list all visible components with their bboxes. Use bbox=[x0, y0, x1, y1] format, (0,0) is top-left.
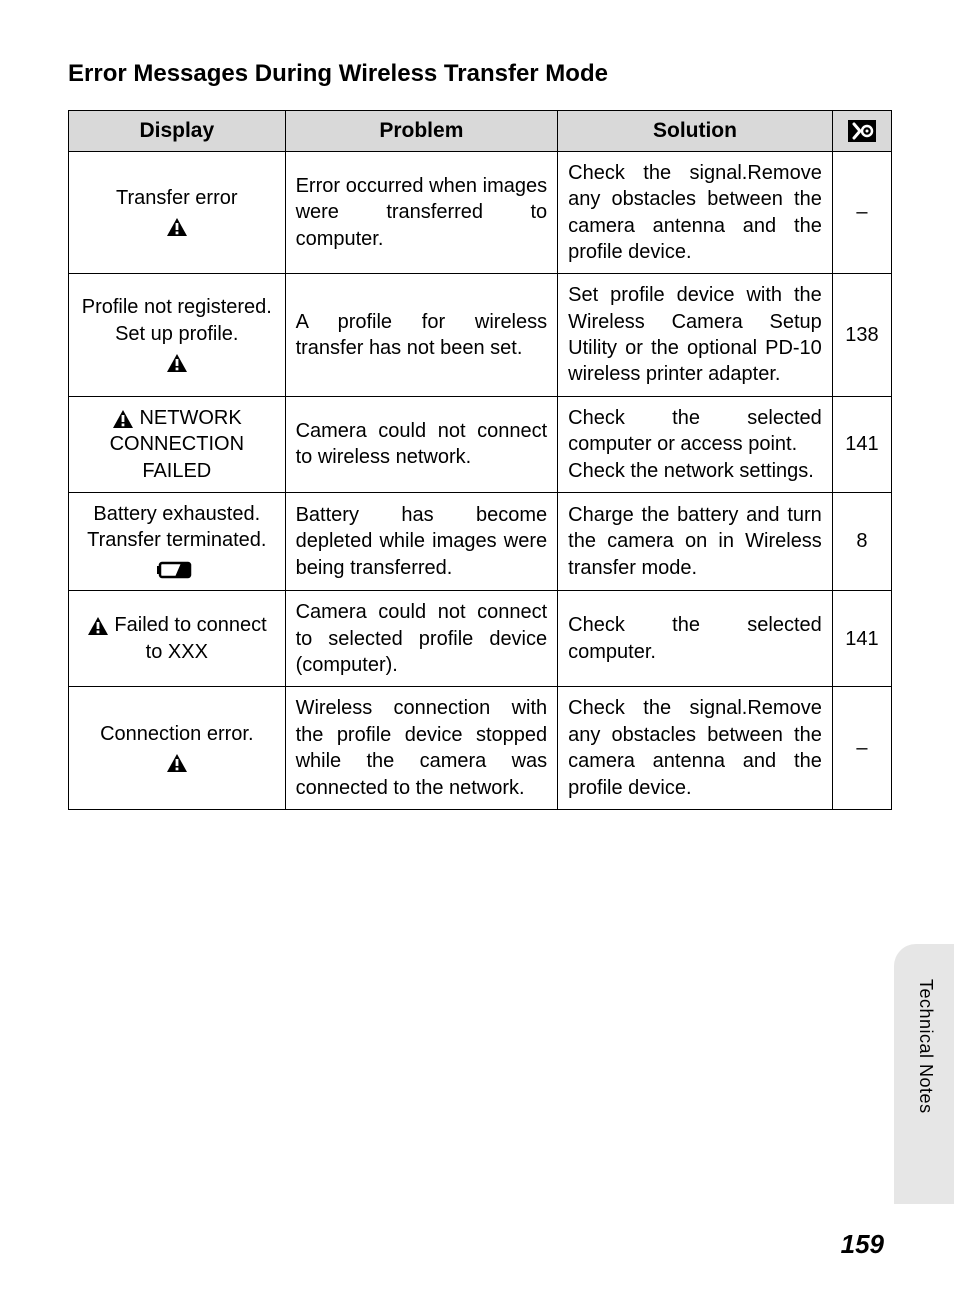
col-display: Display bbox=[69, 111, 286, 152]
reference-cell: 141 bbox=[832, 396, 891, 492]
side-section-label: Technical Notes bbox=[915, 979, 936, 1114]
solution-cell: Check the signal.Remove any obstacles be… bbox=[558, 687, 833, 810]
reference-cell: 141 bbox=[832, 591, 891, 687]
table-body: Transfer error Error occurred when images… bbox=[69, 151, 892, 809]
display-cell: Profile not registered. Set up profile. bbox=[69, 274, 286, 397]
solution-cell: Check the selected computer or access po… bbox=[558, 396, 833, 492]
reference-cell: – bbox=[832, 151, 891, 274]
display-text: Failed to connect to XXX bbox=[114, 614, 266, 662]
table-row: Failed to connect to XXX Camera could not… bbox=[69, 591, 892, 687]
problem-cell: A profile for wireless transfer has not … bbox=[285, 274, 558, 397]
warning-icon bbox=[79, 214, 275, 240]
problem-cell: Camera could not connect to selected pro… bbox=[285, 591, 558, 687]
display-cell: Transfer error bbox=[69, 151, 286, 274]
col-problem: Problem bbox=[285, 111, 558, 152]
display-text: Battery exhausted. Transfer terminated. bbox=[87, 503, 266, 551]
table-row: Profile not registered. Set up profile. A… bbox=[69, 274, 892, 397]
col-reference-icon bbox=[832, 111, 891, 152]
col-solution: Solution bbox=[558, 111, 833, 152]
problem-cell: Wireless connection with the profile dev… bbox=[285, 687, 558, 810]
problem-cell: Battery has become depleted while images… bbox=[285, 493, 558, 591]
solution-cell: Check the signal.Remove any obstacles be… bbox=[558, 151, 833, 274]
display-cell: Connection error. bbox=[69, 687, 286, 810]
warning-icon bbox=[87, 614, 109, 636]
solution-cell: Set profile device with the Wireless Cam… bbox=[558, 274, 833, 397]
page-number: 159 bbox=[841, 1229, 884, 1260]
problem-cell: Camera could not connect to wireless net… bbox=[285, 396, 558, 492]
display-text: Profile not registered. Set up profile. bbox=[82, 296, 272, 344]
display-cell: Failed to connect to XXX bbox=[69, 591, 286, 687]
solution-cell: Check the selected computer. bbox=[558, 591, 833, 687]
table-row: Battery exhausted. Transfer terminated. B… bbox=[69, 493, 892, 591]
table-header-row: Display Problem Solution bbox=[69, 111, 892, 152]
solution-cell: Charge the battery and turn the camera o… bbox=[558, 493, 833, 591]
section-title: Error Messages During Wireless Transfer … bbox=[68, 60, 892, 88]
table-row: NETWORK CONNECTION FAILEDCamera could no… bbox=[69, 396, 892, 492]
display-text: Connection error. bbox=[100, 723, 253, 745]
display-text: Transfer error bbox=[116, 187, 238, 209]
error-messages-table: Display Problem Solution Transfer error E… bbox=[68, 110, 892, 810]
reference-cell: – bbox=[832, 687, 891, 810]
warning-icon bbox=[79, 349, 275, 375]
display-cell: NETWORK CONNECTION FAILED bbox=[69, 396, 286, 492]
warning-icon bbox=[112, 407, 134, 429]
reference-cell: 138 bbox=[832, 274, 891, 397]
reference-cell: 8 bbox=[832, 493, 891, 591]
warning-icon bbox=[79, 749, 275, 775]
battery-icon bbox=[79, 556, 275, 582]
table-row: Connection error. Wireless connection wit… bbox=[69, 687, 892, 810]
problem-cell: Error occurred when images were transfer… bbox=[285, 151, 558, 274]
table-row: Transfer error Error occurred when images… bbox=[69, 151, 892, 274]
display-cell: Battery exhausted. Transfer terminated. bbox=[69, 493, 286, 591]
